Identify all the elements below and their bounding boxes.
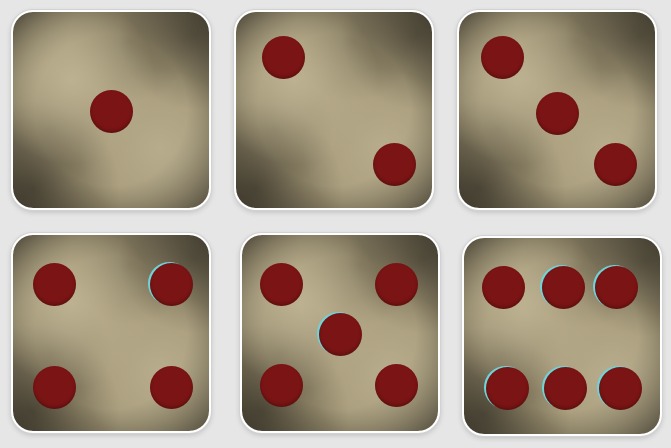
pip — [375, 262, 419, 306]
pip — [261, 35, 305, 79]
die-face — [464, 238, 660, 434]
pip — [150, 262, 194, 306]
pip — [485, 367, 529, 411]
die-face — [242, 235, 438, 431]
die-face — [459, 12, 655, 208]
pip — [32, 262, 76, 306]
pip — [544, 367, 588, 411]
pip — [542, 265, 586, 309]
pip — [481, 265, 525, 309]
pip — [318, 313, 362, 357]
pip — [599, 367, 643, 411]
die-six — [462, 236, 662, 436]
pip — [595, 265, 639, 309]
pip — [89, 90, 133, 134]
pip — [375, 364, 419, 408]
die-four — [11, 233, 211, 433]
die-one — [11, 10, 211, 210]
pip — [259, 262, 303, 306]
die-face — [13, 235, 209, 431]
pip — [259, 364, 303, 408]
die-face — [236, 12, 432, 208]
die-five — [240, 233, 440, 433]
pip — [480, 35, 524, 79]
pip — [535, 92, 579, 136]
pip — [32, 366, 76, 410]
pip — [373, 143, 417, 187]
die-three — [457, 10, 657, 210]
die-face — [13, 12, 209, 208]
pip — [594, 143, 638, 187]
pip — [150, 366, 194, 410]
die-two — [234, 10, 434, 210]
